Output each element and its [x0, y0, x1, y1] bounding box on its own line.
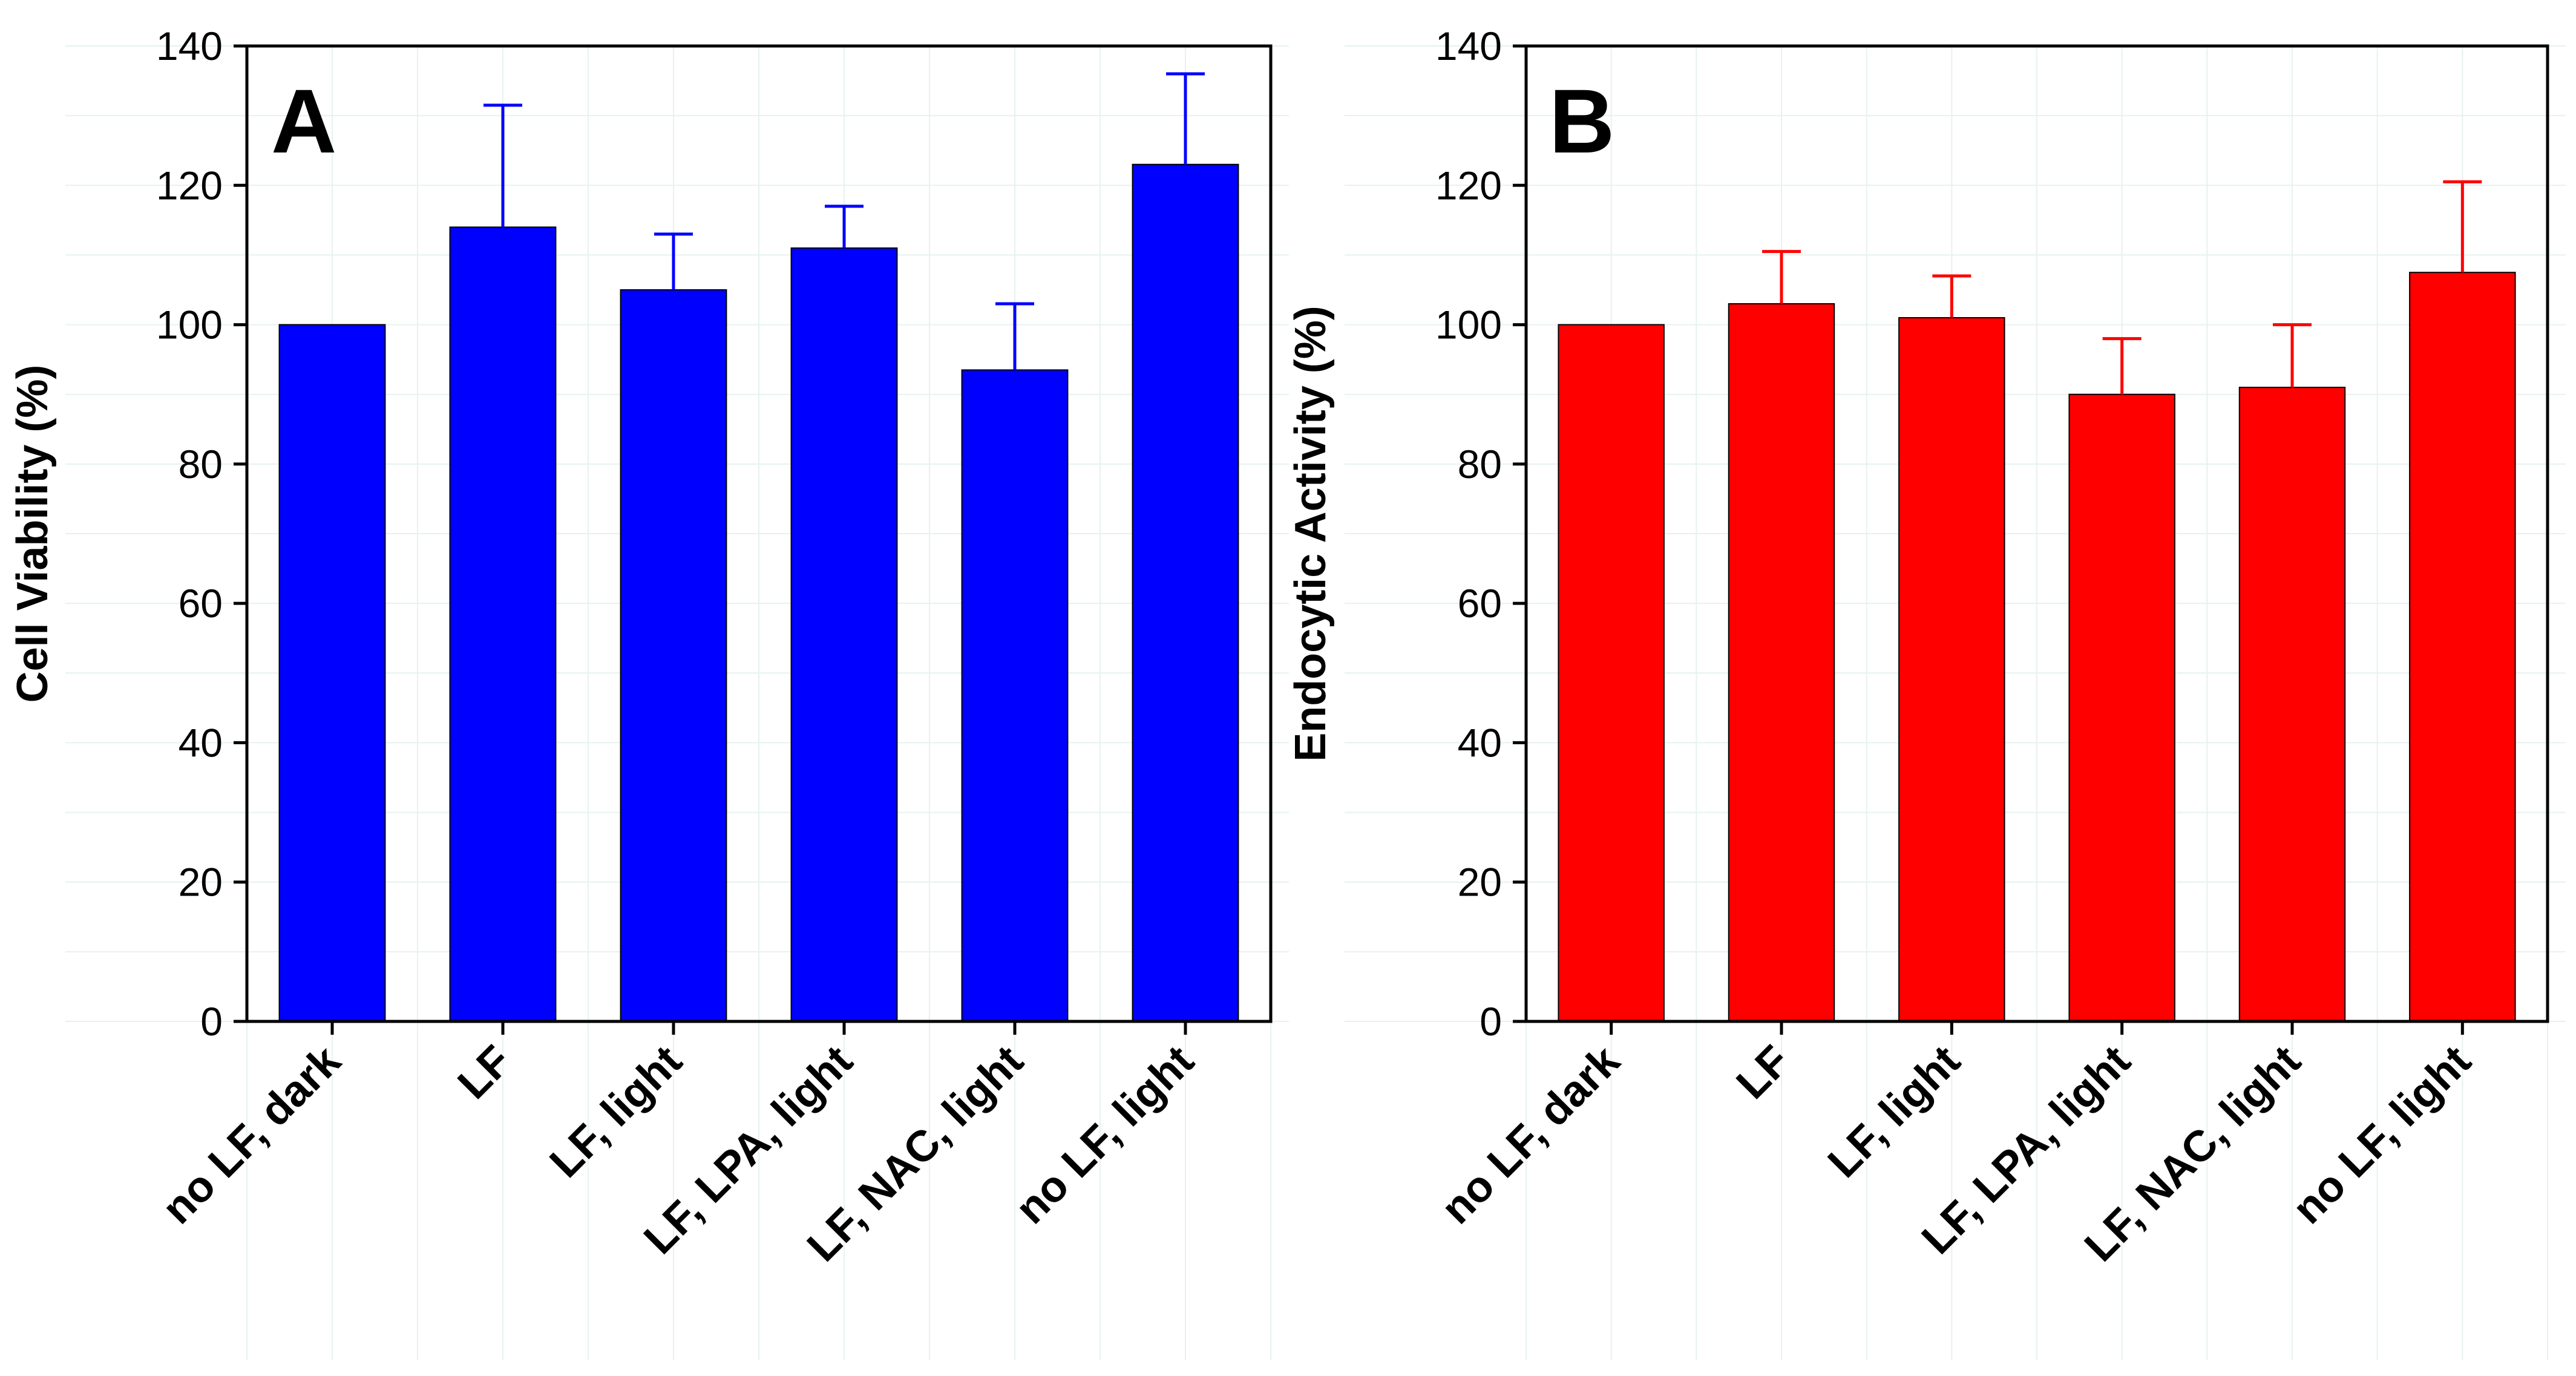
y-tick-label: 140 [156, 24, 223, 68]
y-tick-label: 60 [1458, 581, 1502, 626]
y-tick-label: 120 [156, 163, 223, 208]
bar [449, 226, 557, 1022]
panel-label: A [271, 70, 336, 172]
error-bars [1762, 180, 2482, 395]
bars [278, 163, 1239, 1023]
y-tick-label: 80 [179, 442, 223, 487]
bar [2068, 393, 2175, 1023]
y-tick-label: 20 [1458, 860, 1502, 905]
bar [620, 289, 727, 1022]
y-tick-label: 0 [200, 999, 223, 1044]
bar [1558, 324, 1665, 1022]
y-tick-label: 80 [1458, 442, 1502, 487]
bars [1558, 272, 2516, 1023]
bar [961, 369, 1069, 1022]
bar [790, 247, 898, 1022]
y-tick-label: 140 [1435, 24, 1502, 68]
plot-frame [1524, 44, 2549, 1023]
bar [1132, 163, 1239, 1023]
y-tick-label: 40 [1458, 720, 1502, 765]
error-bars [483, 72, 1205, 370]
bar [1898, 317, 2005, 1022]
bar [2409, 272, 2516, 1023]
bar [1728, 303, 1835, 1022]
bar [2238, 387, 2346, 1023]
y-tick-label: 120 [1435, 163, 1502, 208]
bar [278, 324, 386, 1022]
plot-frame [245, 44, 1273, 1023]
y-axis-title: Cell Viability (%) [8, 365, 57, 703]
y-tick-label: 60 [179, 581, 223, 626]
y-tick-label: 100 [1435, 303, 1502, 347]
y-tick-label: 100 [156, 303, 223, 347]
y-axis-ticks: 0 20 40 60 80 100 120 140 [156, 24, 247, 1044]
y-axis-ticks: 0 20 40 60 80 100 120 140 [1435, 24, 1526, 1044]
y-tick-label: 40 [179, 720, 223, 765]
y-axis-title: Endocytic Activity (%) [1286, 306, 1335, 761]
y-tick-label: 20 [179, 860, 223, 905]
y-tick-label: 0 [1480, 999, 1502, 1044]
panel-label: B [1549, 70, 1614, 172]
